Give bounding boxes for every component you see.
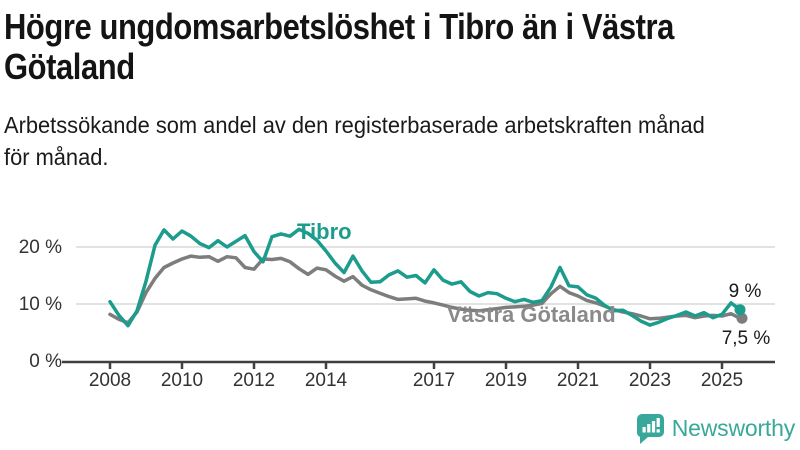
v-stra-g-taland-line — [108, 254, 742, 325]
x-axis-tick-label: 2012 — [233, 370, 275, 391]
y-axis-tick-label: 0 % — [29, 351, 62, 372]
tibro-end-value-label: 9 % — [729, 281, 762, 302]
x-axis-tick-label: 2019 — [485, 370, 527, 391]
tibro-series-label: Tibro — [297, 219, 352, 244]
x-axis-tick-label: 2023 — [629, 370, 671, 391]
chart-subtitle-line-2: för månad. — [4, 144, 109, 170]
x-axis-tick-label: 2017 — [413, 370, 455, 391]
y-axis-tick-label: 10 % — [19, 294, 62, 315]
logo-exclamation-dot — [656, 429, 660, 433]
x-axis-tick-label: 2010 — [161, 370, 203, 391]
logo-bar-3 — [651, 421, 655, 433]
chart-header: Högre ungdomsarbetslöshet i Tibro än i V… — [0, 0, 800, 173]
page-title-line-1: Högre ungdomsarbetslöshet i Tibro än i V… — [4, 6, 674, 47]
newsworthy-brand-text: Newsworthy — [671, 415, 795, 441]
logo-exclamation-bar — [656, 418, 660, 427]
v-stra-g-taland-series-label: Västra Götaland — [447, 302, 616, 327]
tibro-line — [108, 227, 742, 328]
newsworthy-icon — [636, 414, 664, 444]
v-stra-g-taland-end-dot — [736, 312, 748, 324]
x-axis-tick-label: 2021 — [557, 370, 599, 391]
x-axis-tick-label: 2008 — [89, 370, 131, 391]
y-axis-tick-label: 20 % — [19, 237, 62, 258]
newsworthy-logo[interactable]: Newsworthy — [635, 413, 795, 444]
chart-subtitle: Arbetssökande som andel av den registerb… — [4, 109, 800, 173]
v-stra-g-taland-end-value-label: 7,5 % — [722, 328, 771, 349]
x-axis-tick-label: 2014 — [305, 370, 348, 391]
chart-subtitle-line-1: Arbetssökande som andel av den registerb… — [4, 112, 705, 138]
logo-bar-1 — [642, 427, 646, 433]
page-title: Högre ungdomsarbetslöshet i Tibro än i V… — [4, 7, 800, 87]
x-axis-tick-label: 2025 — [701, 370, 743, 391]
speech-bubble-shape — [636, 414, 664, 444]
tibro-end-dot — [734, 304, 746, 316]
page-title-line-2: Götaland — [4, 46, 135, 87]
logo-bar-2 — [646, 424, 651, 433]
